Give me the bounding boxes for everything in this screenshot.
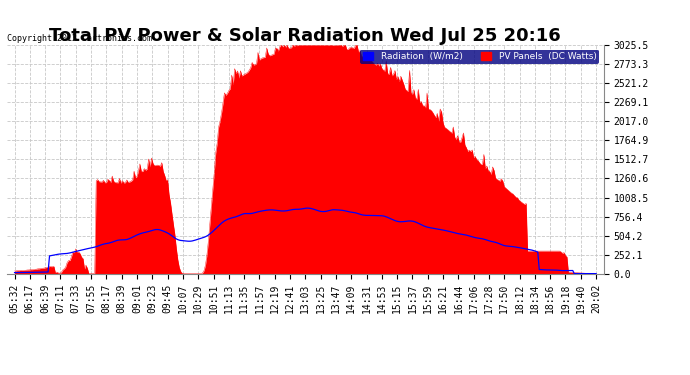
Text: Copyright 2012 Cartronics.com: Copyright 2012 Cartronics.com [7, 34, 152, 43]
Legend: Radiation  (W/m2), PV Panels  (DC Watts): Radiation (W/m2), PV Panels (DC Watts) [360, 50, 599, 64]
Title: Total PV Power & Solar Radiation Wed Jul 25 20:16: Total PV Power & Solar Radiation Wed Jul… [50, 27, 561, 45]
